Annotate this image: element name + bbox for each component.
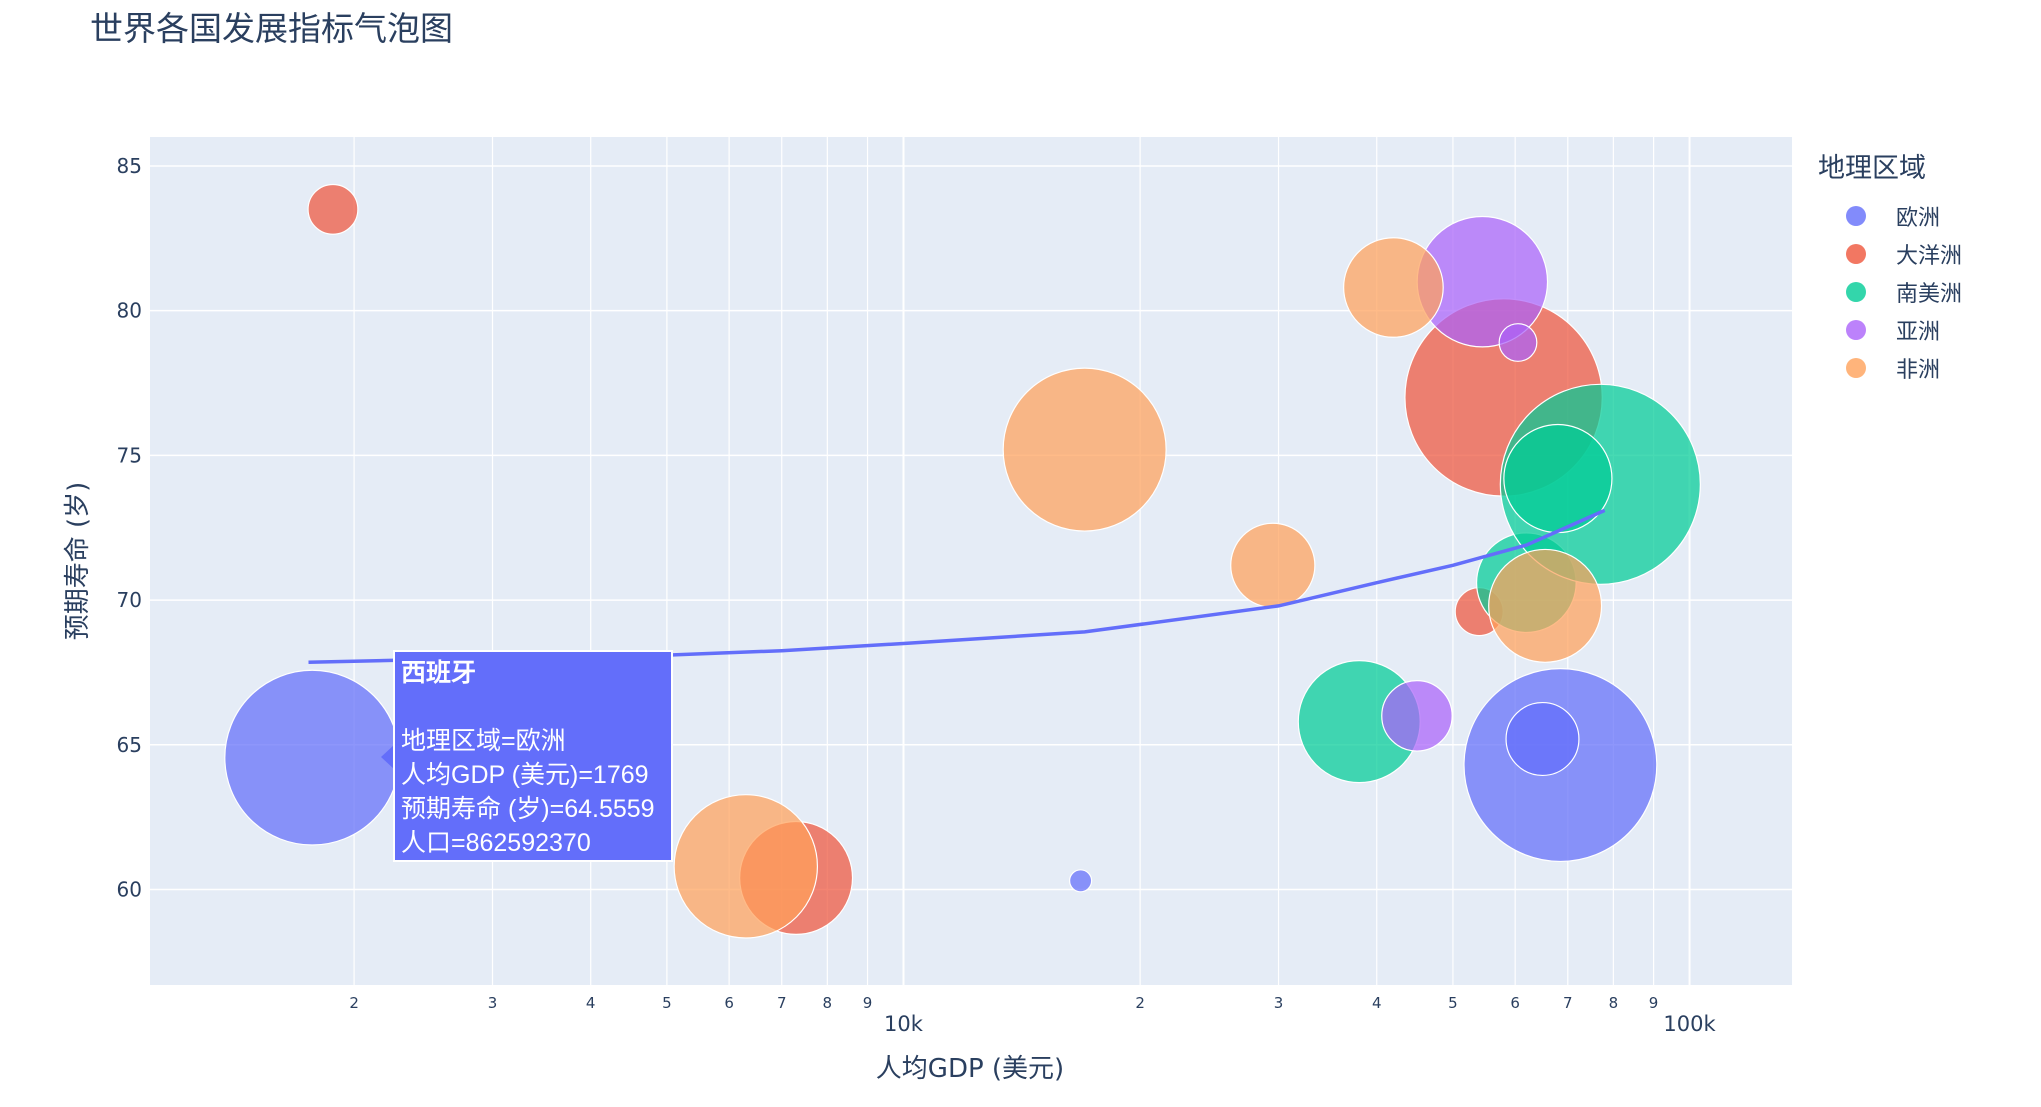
x-tick-label: 4 xyxy=(586,994,596,1012)
y-tick-label: 85 xyxy=(117,154,142,178)
legend-marker xyxy=(1846,244,1866,264)
y-tick-label: 60 xyxy=(117,877,142,901)
y-tick-label: 80 xyxy=(117,299,142,323)
tooltip-title: 西班牙 xyxy=(401,659,477,687)
x-axis-title: 人均GDP (美元) xyxy=(876,1054,1064,1084)
tooltip-life-expectancy: 预期寿命 (岁)=64.5559 xyxy=(401,795,655,823)
bubble-point[interactable] xyxy=(1343,237,1444,338)
x-tick-label: 4 xyxy=(1372,994,1382,1012)
bubble-point[interactable] xyxy=(224,669,401,846)
bubble-point[interactable] xyxy=(673,794,819,939)
x-tick-label: 100k xyxy=(1663,1012,1716,1036)
x-tick-label: 5 xyxy=(1448,994,1458,1012)
legend-item[interactable]: 非洲 xyxy=(1818,349,1962,387)
tooltip-gdp: 人均GDP (美元)=1769 xyxy=(401,761,649,789)
x-tick-label: 10k xyxy=(884,1012,924,1036)
bubble-point[interactable] xyxy=(1505,701,1580,777)
legend-label: 非洲 xyxy=(1896,358,1941,383)
x-tick-label: 3 xyxy=(1274,994,1284,1012)
legend-item[interactable]: 亚洲 xyxy=(1818,311,1962,349)
bubble-point[interactable] xyxy=(1488,548,1603,663)
x-tick-label: 2 xyxy=(1135,994,1145,1012)
x-tick-label: 6 xyxy=(1510,994,1520,1012)
bubble-point[interactable] xyxy=(1381,680,1453,752)
legend-label: 大洋洲 xyxy=(1896,244,1963,269)
legend-marker xyxy=(1846,320,1866,340)
x-tick-label: 9 xyxy=(863,994,873,1012)
y-tick-label: 70 xyxy=(117,588,142,612)
x-tick-label: 5 xyxy=(662,994,672,1012)
x-tick-label: 8 xyxy=(1609,994,1619,1012)
x-tick-label: 7 xyxy=(777,994,787,1012)
bubble-point[interactable] xyxy=(1230,522,1316,609)
x-tick-label: 6 xyxy=(724,994,734,1012)
legend-label: 欧洲 xyxy=(1896,206,1941,231)
x-tick-label: 2 xyxy=(349,994,359,1012)
legend-item[interactable]: 南美洲 xyxy=(1818,273,1962,311)
y-tick-label: 65 xyxy=(117,733,142,757)
legend-marker xyxy=(1846,206,1866,226)
series-非洲 xyxy=(673,237,1603,939)
x-tick-label: 8 xyxy=(823,994,833,1012)
tooltip-region: 地理区域=欧洲 xyxy=(401,727,566,755)
legend: 地理区域 欧洲大洋洲南美洲亚洲非洲 xyxy=(1818,146,1962,387)
x-tick-label: 7 xyxy=(1563,994,1573,1012)
bubble-point[interactable] xyxy=(1503,423,1613,534)
bubble-point[interactable] xyxy=(307,183,359,235)
bubble-point[interactable] xyxy=(1002,367,1167,532)
legend-marker xyxy=(1846,282,1866,302)
legend-item[interactable]: 大洋洲 xyxy=(1818,235,1962,273)
legend-marker xyxy=(1846,358,1866,378)
legend-item[interactable]: 欧洲 xyxy=(1818,197,1962,235)
tooltip-pointer xyxy=(381,745,394,769)
tooltip-population: 人口=862592370 xyxy=(401,829,591,857)
y-tick-label: 75 xyxy=(117,443,142,467)
chart-title: 世界各国发展指标气泡图 xyxy=(90,9,453,48)
bubble-point[interactable] xyxy=(1069,869,1093,893)
legend-title: 地理区域 xyxy=(1818,153,1926,184)
hover-tooltip: 西班牙 地理区域=欧洲 人均GDP (美元)=1769 预期寿命 (岁)=64.… xyxy=(393,650,673,862)
legend-label: 南美洲 xyxy=(1896,282,1963,307)
y-axis-title: 预期寿命 (岁) xyxy=(63,482,93,641)
x-tick-label: 3 xyxy=(488,994,498,1012)
series-亚洲 xyxy=(1381,215,1549,752)
bubble-point[interactable] xyxy=(1498,323,1538,362)
x-tick-label: 9 xyxy=(1649,994,1659,1012)
legend-label: 亚洲 xyxy=(1896,320,1941,345)
series-欧洲 xyxy=(224,668,1658,893)
